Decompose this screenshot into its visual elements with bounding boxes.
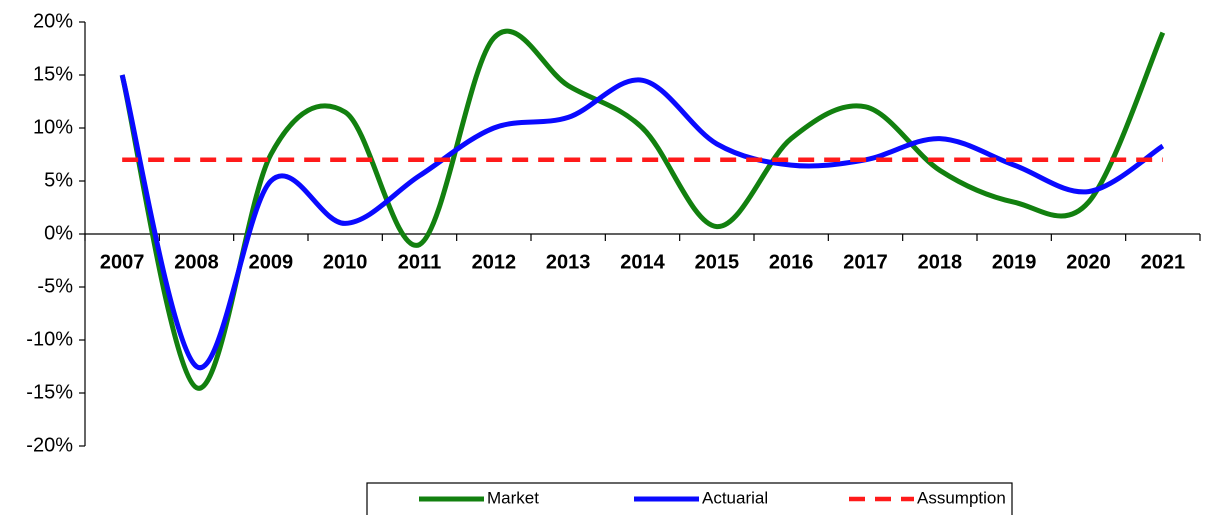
- x-tick-label: 2007: [100, 251, 145, 273]
- legend-label: Actuarial: [702, 488, 768, 507]
- legend-label: Market: [487, 488, 539, 507]
- y-tick-label: -5%: [37, 275, 73, 297]
- x-tick-label: 2020: [1066, 251, 1111, 273]
- x-tick-label: 2009: [249, 251, 294, 273]
- y-tick-label: -20%: [26, 434, 73, 456]
- y-tick-label: 10%: [33, 116, 73, 138]
- x-tick-label: 2008: [174, 251, 219, 273]
- x-tick-label: 2017: [843, 251, 888, 273]
- legend-label: Assumption: [917, 488, 1006, 507]
- x-tick-label: 2021: [1141, 251, 1186, 273]
- x-tick-label: 2016: [769, 251, 814, 273]
- y-tick-label: 5%: [44, 169, 73, 191]
- x-tick-label: 2014: [620, 251, 665, 273]
- x-tick-label: 2013: [546, 251, 591, 273]
- x-tick-label: 2018: [918, 251, 963, 273]
- series-line: [119, 28, 1166, 391]
- y-tick-label: -15%: [26, 381, 73, 403]
- y-tick-label: 0%: [44, 222, 73, 244]
- x-tick-label: 2019: [992, 251, 1037, 273]
- y-tick-label: -10%: [26, 328, 73, 350]
- series-line: [119, 74, 1165, 371]
- y-tick-label: 20%: [33, 10, 73, 32]
- x-tick-label: 2010: [323, 251, 368, 273]
- x-tick-label: 2015: [695, 251, 740, 273]
- x-tick-label: 2011: [398, 251, 441, 273]
- legend: Market Actuarial Assumption: [366, 482, 1013, 515]
- x-tick-label: 2012: [472, 251, 517, 273]
- y-tick-label: 15%: [33, 63, 73, 85]
